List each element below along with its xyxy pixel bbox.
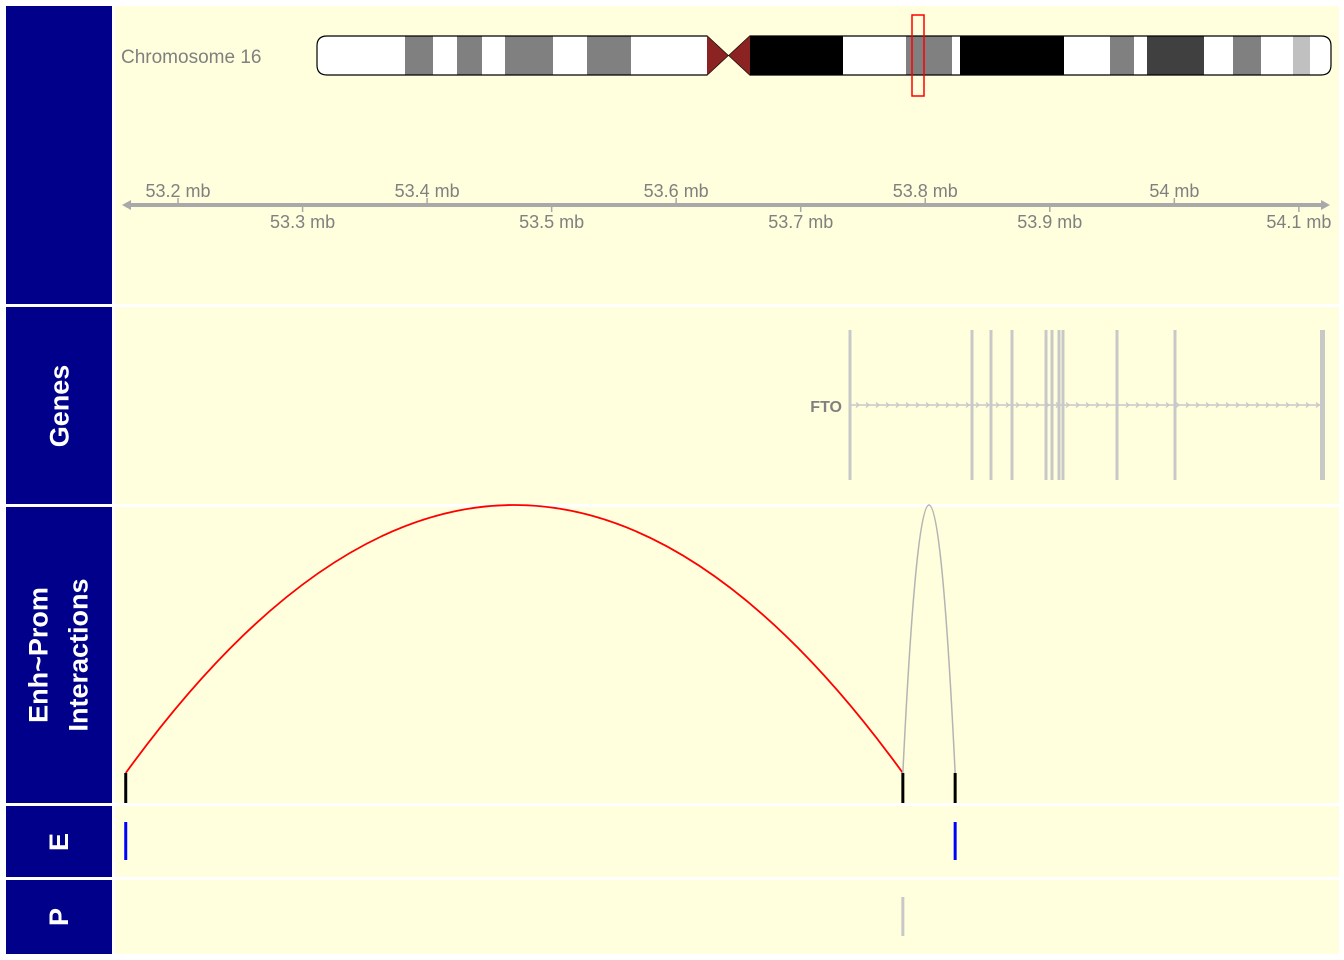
gene-strand-arrow xyxy=(1175,402,1180,408)
gene-strand-arrow xyxy=(1295,402,1300,408)
gene-strand-arrow xyxy=(1145,402,1150,408)
gene-strand-arrow xyxy=(865,402,870,408)
gene-strand-arrow xyxy=(1185,402,1190,408)
enhancer-features xyxy=(124,822,957,860)
gene-strand-arrow xyxy=(1265,402,1270,408)
gene-exon xyxy=(848,330,852,480)
axis-tick-label-top: 53.6 mb xyxy=(644,181,709,201)
gene-exon xyxy=(1044,330,1048,480)
gene-strand-arrow xyxy=(1025,402,1030,408)
axis-tick-label-top: 53.4 mb xyxy=(395,181,460,201)
gene-strand-arrow xyxy=(1305,402,1310,408)
gene-strand-arrow xyxy=(965,402,970,408)
gene-exon xyxy=(989,330,993,480)
gene-strand-arrow xyxy=(1015,402,1020,408)
label-panel-promoters: P xyxy=(6,880,112,954)
gene-strand-arrow xyxy=(1255,402,1260,408)
label-panel-ideogram xyxy=(6,6,112,304)
gene-exon xyxy=(1173,330,1177,480)
axis-tick-label-top: 54 mb xyxy=(1149,181,1199,201)
gene-strand-arrow xyxy=(1155,402,1160,408)
gene-strand-arrow xyxy=(1105,402,1110,408)
gene-exon xyxy=(1061,330,1065,480)
gene-label: FTO xyxy=(810,399,842,416)
chromosome-ideogram xyxy=(316,14,1332,97)
gene-strand-arrow xyxy=(1075,402,1080,408)
gene-strand-arrow xyxy=(915,402,920,408)
gene-strand-arrow xyxy=(1035,402,1040,408)
genome-axis: 53.2 mb 53.4 mb 53.6 mb 53.8 mb 54 mb 53.3 mb… xyxy=(122,181,1331,232)
gene-strand-arrow xyxy=(945,402,950,408)
gene-strand-arrow xyxy=(995,402,1000,408)
axis-tick-label-bottom: 53.7 mb xyxy=(768,212,833,232)
gene-strand-arrow xyxy=(1005,402,1010,408)
interaction-arc xyxy=(902,504,956,774)
track-interactions xyxy=(115,507,1339,803)
gene-strand-arrow xyxy=(1065,402,1070,408)
axis-arrow-left xyxy=(122,200,131,210)
label-panel-enhancers: E xyxy=(6,806,112,877)
gene-strand-arrow xyxy=(1275,402,1280,408)
axis-tick-label-bottom: 53.5 mb xyxy=(519,212,584,232)
gene-exon xyxy=(1050,330,1054,480)
gene-strand-arrow xyxy=(885,402,890,408)
label-panel-genes: Genes xyxy=(6,307,112,504)
axis-tick-label-bottom: 54.1 mb xyxy=(1266,212,1331,232)
gene-strand-arrow xyxy=(1225,402,1230,408)
gene-strand-arrow xyxy=(1165,402,1170,408)
gene-strand-arrow xyxy=(875,402,880,408)
axis-tick-label-top: 53.2 mb xyxy=(146,181,211,201)
gene-strand-arrow xyxy=(975,402,980,408)
gene-strand-arrow xyxy=(1095,402,1100,408)
gene-exon xyxy=(1320,330,1325,480)
gene-strand-arrow xyxy=(855,402,860,408)
track-enhancers xyxy=(115,806,1339,877)
gene-strand-arrow xyxy=(925,402,930,408)
gene-model: FTO xyxy=(810,330,1325,480)
gene-strand-arrow xyxy=(1195,402,1200,408)
gene-exon xyxy=(970,330,974,480)
gene-strand-arrow xyxy=(1235,402,1240,408)
gene-strand-arrow xyxy=(1215,402,1220,408)
axis-arrow-right xyxy=(1321,200,1330,210)
gene-strand-arrow xyxy=(955,402,960,408)
axis-tick-label-bottom: 53.3 mb xyxy=(270,212,335,232)
interaction-arcs xyxy=(124,504,957,803)
axis-tick-label-bottom: 53.9 mb xyxy=(1017,212,1082,232)
gene-strand-arrow xyxy=(905,402,910,408)
gene-strand-arrow xyxy=(935,402,940,408)
gene-strand-arrow xyxy=(1205,402,1210,408)
gene-strand-arrow xyxy=(1135,402,1140,408)
label-panel-interactions: Enh~Prom Interactions xyxy=(6,507,112,803)
gene-strand-arrow xyxy=(1245,402,1250,408)
gene-strand-arrow xyxy=(985,402,990,408)
gene-exon xyxy=(1057,330,1061,480)
track-promoters xyxy=(115,880,1339,954)
gene-strand-arrow xyxy=(1315,402,1320,408)
gene-strand-arrow xyxy=(895,402,900,408)
gene-strand-arrow xyxy=(1125,402,1130,408)
region-highlight xyxy=(911,14,925,97)
gene-exon xyxy=(1010,330,1014,480)
gene-exon xyxy=(1115,330,1119,480)
gene-strand-arrow xyxy=(1085,402,1090,408)
gene-strand-arrow xyxy=(1285,402,1290,408)
chromosome-label: Chromosome 16 xyxy=(121,47,261,68)
axis-tick-label-top: 53.8 mb xyxy=(893,181,958,201)
interaction-arc xyxy=(125,504,904,774)
